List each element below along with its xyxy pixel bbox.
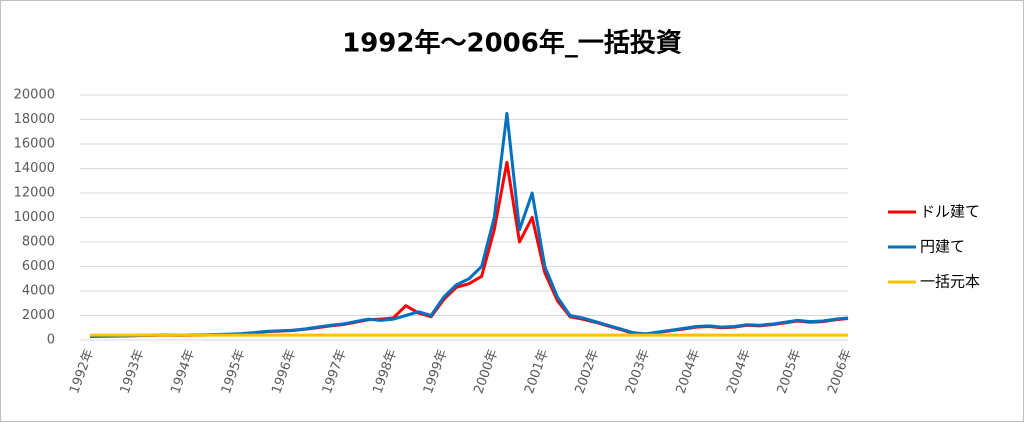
y-tick-label: 18000 <box>14 112 55 127</box>
legend-label: 円建て <box>920 238 965 256</box>
y-tick-label: 14000 <box>14 161 55 176</box>
chart-title: 1992年～2006年_一括投資 <box>342 28 682 59</box>
y-tick-label: 0 <box>47 333 55 348</box>
y-tick-label: 4000 <box>22 284 55 299</box>
y-tick-label: 16000 <box>14 137 55 152</box>
y-tick-label: 12000 <box>14 186 55 201</box>
y-tick-label: 2000 <box>22 308 55 323</box>
y-tick-label: 8000 <box>22 235 55 250</box>
y-tick-label: 6000 <box>22 259 55 274</box>
legend-label: 一括元本 <box>920 273 980 291</box>
y-tick-label: 10000 <box>14 210 55 225</box>
y-tick-label: 20000 <box>14 88 55 103</box>
legend-label: ドル建て <box>920 203 980 221</box>
